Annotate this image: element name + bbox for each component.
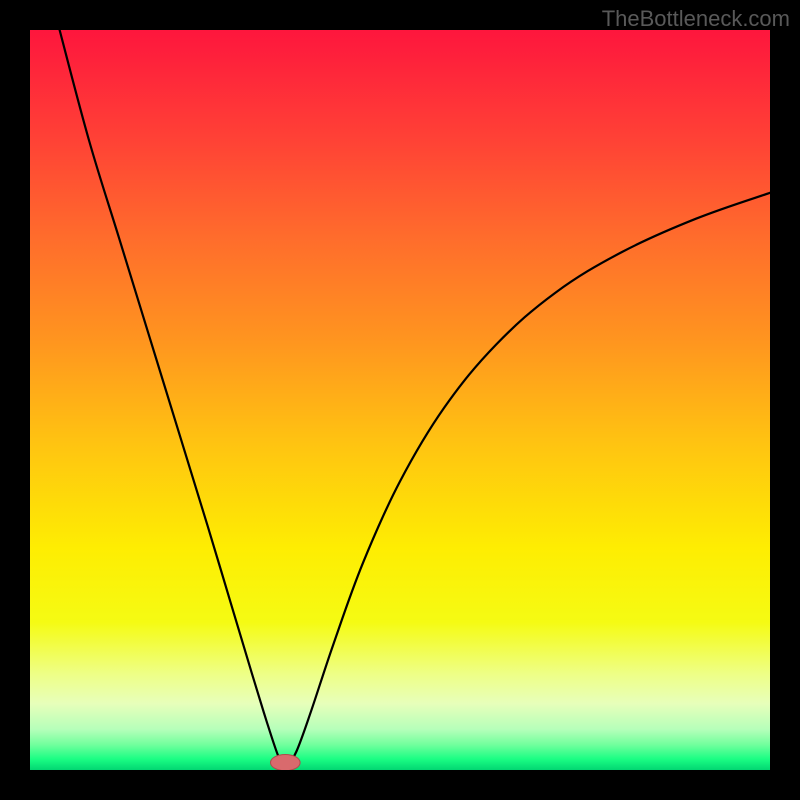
plot-background xyxy=(30,30,770,770)
watermark-text: TheBottleneck.com xyxy=(602,6,790,32)
minimum-marker xyxy=(271,754,301,770)
chart-container: TheBottleneck.com xyxy=(0,0,800,800)
plot-frame xyxy=(30,30,770,770)
plot-svg xyxy=(30,30,770,770)
